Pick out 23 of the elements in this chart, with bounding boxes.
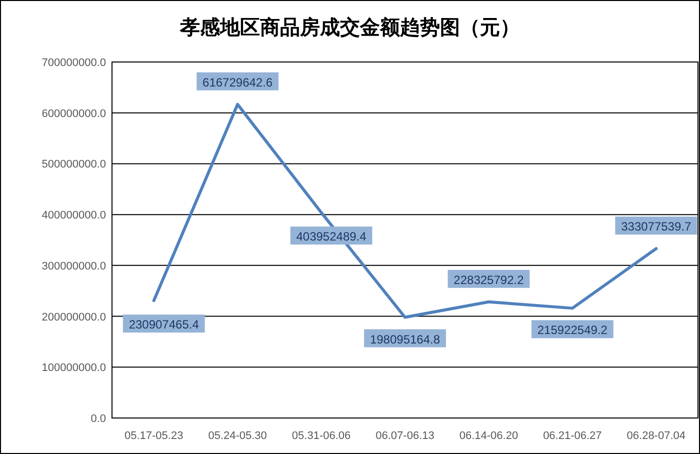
data-label: 228325792.2 xyxy=(454,272,524,287)
chart-title: 孝感地区商品房成交金额趋势图（元） xyxy=(179,15,520,39)
data-label: 616729642.6 xyxy=(202,75,273,90)
x-tick-label: 05.17-05.23 xyxy=(124,430,184,442)
x-tick-label: 05.24-05.30 xyxy=(208,430,267,442)
y-tick-label: 200000000.0 xyxy=(42,311,106,324)
y-tick-label: 700000000.0 xyxy=(42,57,106,69)
x-tick-label: 06.28-07.04 xyxy=(626,430,686,442)
y-tick-label: 100000000.0 xyxy=(42,362,106,374)
y-tick-label: 600000000.0 xyxy=(42,108,106,120)
x-tick-label: 06.14-06.20 xyxy=(459,430,518,442)
y-tick-label: 0.0 xyxy=(90,413,106,425)
y-tick-label: 400000000.0 xyxy=(42,210,106,222)
data-label: 215922549.2 xyxy=(537,323,608,338)
x-tick-label: 05.31-06.06 xyxy=(292,430,351,442)
y-tick-label: 500000000.0 xyxy=(42,158,106,171)
data-label: 230907465.4 xyxy=(128,318,200,332)
y-tick-label: 300000000.0 xyxy=(42,260,106,272)
data-label: 403952489.4 xyxy=(296,230,367,244)
x-tick-label: 06.21-06.27 xyxy=(543,430,602,442)
data-label: 333077539.7 xyxy=(621,220,692,234)
x-tick-label: 06.07-06.13 xyxy=(376,430,434,442)
data-label: 198095164.8 xyxy=(370,332,440,346)
